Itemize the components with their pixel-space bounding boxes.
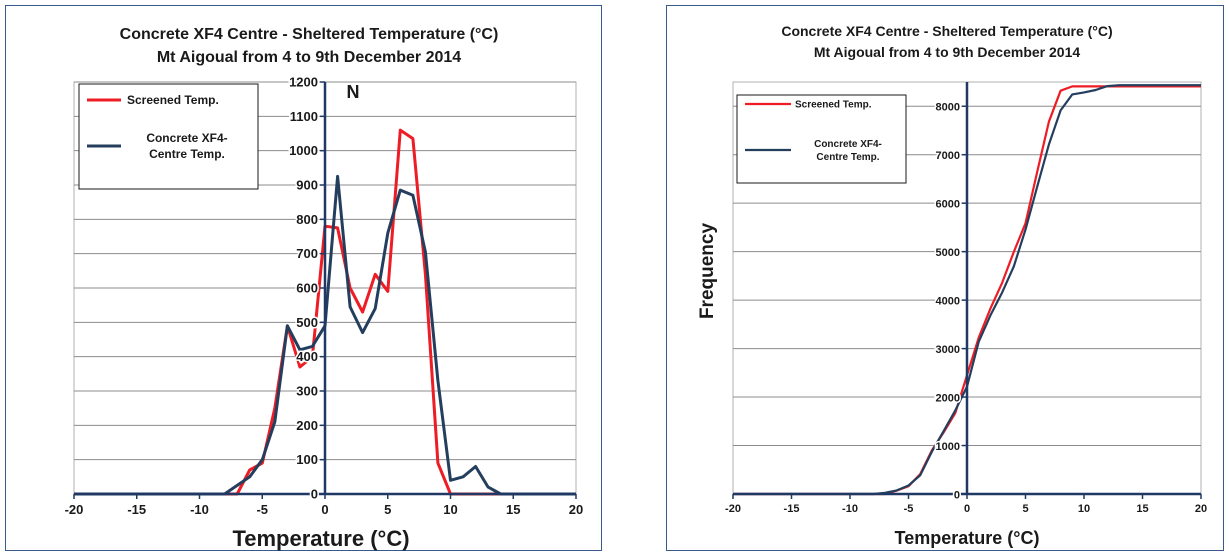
x-tick-label: -15 — [127, 502, 146, 517]
y-tick-label: 1100 — [290, 109, 318, 124]
x-tick-label: 15 — [506, 502, 520, 517]
y-tick-label: 2000 — [936, 393, 960, 405]
x-tick-label: -10 — [842, 503, 858, 515]
legend-label: Concrete XF4- — [814, 139, 882, 150]
y-tick-label: 7000 — [936, 150, 960, 162]
y-axis-label: N — [347, 82, 360, 102]
series-line-concrete-xf4-centre-temp — [74, 174, 576, 496]
y-tick-label: 800 — [296, 212, 318, 227]
x-tick-label: -10 — [190, 502, 209, 517]
histogram-chart: -20 -15 -10 -5 0 5 10 15 20010020030040050060070… — [65, 26, 584, 551]
y-tick-label: 700 — [296, 246, 318, 261]
legend-label: Screened Temp. — [795, 100, 872, 111]
chart-subtitle: Mt Aigoual from 4 to 9th December 2014 — [814, 44, 1081, 60]
y-tick-label: 300 — [296, 384, 318, 399]
y-tick-label: 400 — [296, 349, 318, 364]
x-tick-label: 0 — [964, 503, 970, 515]
x-tick-label: 15 — [1136, 503, 1148, 515]
x-tick-label: -20 — [65, 502, 84, 517]
y-tick-label: 1200 — [289, 75, 318, 90]
x-axis-label: Temperature (°C) — [895, 528, 1040, 548]
y-tick-label: 600 — [296, 281, 318, 296]
cumulative-chart: -20 -15 -10 -5 0 5 10 15 20 0 1000 2000 3000 4000 5000… — [697, 23, 1207, 548]
x-tick-label: 10 — [1078, 503, 1090, 515]
legend-label: Screened Temp. — [127, 93, 219, 107]
y-tick-label: 6000 — [936, 199, 960, 211]
y-tick-label: 3000 — [936, 344, 960, 356]
y-tick-label: 1000 — [289, 143, 318, 158]
y-tick-label: 200 — [296, 418, 318, 433]
y-tick-label: 8000 — [936, 102, 960, 114]
chart-title: Concrete XF4 Centre - Sheltered Temperat… — [781, 23, 1112, 39]
cumulative-chart-panel: -20 -15 -10 -5 0 5 10 15 20 0 1000 2000 3000 4000 5000… — [666, 5, 1224, 551]
chart-subtitle: Mt Aigoual from 4 to 9th December 2014 — [157, 49, 461, 66]
x-tick-label: 5 — [384, 502, 391, 517]
legend-label: Centre Temp. — [816, 152, 879, 163]
x-axis-label: Temperature (°C) — [232, 526, 409, 551]
legend-box — [736, 94, 907, 184]
y-tick-label: 1000 — [936, 441, 960, 453]
x-tick-label: 5 — [1022, 503, 1028, 515]
legend-label: Centre Temp. — [149, 147, 225, 161]
x-tick-label: -15 — [784, 503, 800, 515]
legend-label: Concrete XF4- — [146, 131, 227, 145]
x-tick-label: 0 — [321, 502, 328, 517]
x-tick-label: -20 — [725, 503, 741, 515]
y-tick-label: 4000 — [936, 296, 960, 308]
y-tick-label: 0 — [954, 490, 960, 502]
x-tick-label: 20 — [569, 502, 583, 517]
y-tick-label: 5000 — [936, 247, 960, 259]
y-tick-label: 900 — [296, 178, 318, 193]
x-tick-label: -5 — [904, 503, 914, 515]
x-tick-label: -5 — [256, 502, 268, 517]
chart-title: Concrete XF4 Centre - Sheltered Temperat… — [120, 26, 499, 43]
y-tick-label: 0 — [311, 487, 318, 502]
y-tick-label: 500 — [296, 315, 318, 330]
histogram-chart-panel: -20 -15 -10 -5 0 5 10 15 20 0 100 200 300 400 500 600 70… — [5, 5, 602, 551]
series-line-concrete-xf4-centre-temp — [733, 84, 1201, 496]
y-axis-label: Frequency — [697, 223, 718, 320]
y-tick-label: 100 — [296, 452, 318, 467]
x-tick-label: 10 — [443, 502, 457, 517]
x-tick-label: 20 — [1195, 503, 1207, 515]
